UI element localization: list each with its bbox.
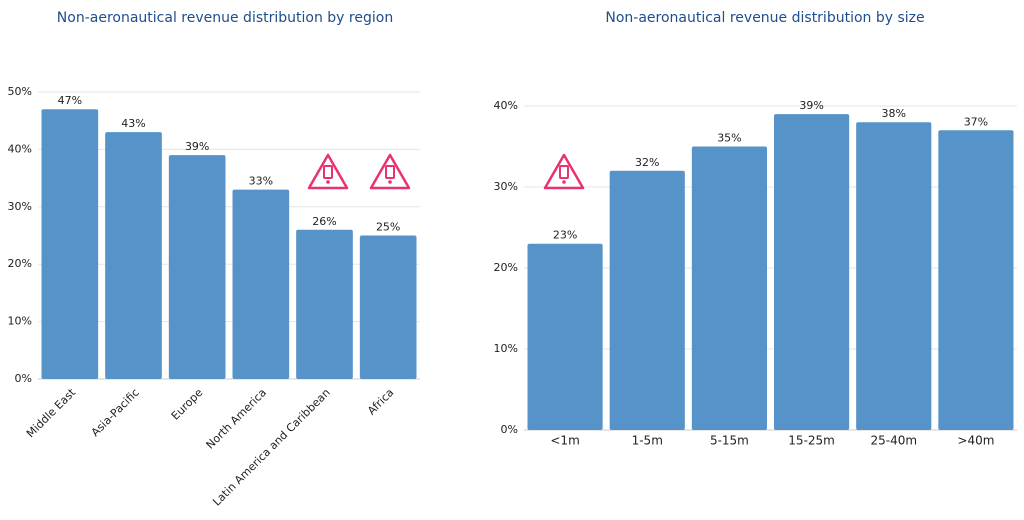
bar: [774, 114, 850, 430]
data-label: 25%: [376, 221, 400, 234]
y-tick-label: 10%: [8, 315, 32, 328]
y-tick-label: 40%: [494, 99, 518, 112]
data-label: 23%: [553, 229, 577, 242]
y-tick-label: 30%: [494, 180, 518, 193]
x-tick-label: North America: [204, 386, 270, 452]
y-tick-label: 40%: [8, 142, 32, 155]
data-label: 33%: [249, 175, 273, 188]
x-tick-label: Asia-Pacific: [89, 386, 142, 439]
warning-icon: [543, 153, 585, 190]
y-tick-label: 10%: [494, 342, 518, 355]
warning-icon: [307, 153, 349, 190]
x-tick-label: 1-5m: [632, 434, 663, 448]
bar: [359, 235, 417, 379]
y-tick-label: 20%: [8, 257, 32, 270]
bar: [168, 155, 226, 379]
chart: Non-aeronautical revenue distribution by…: [494, 10, 1017, 448]
data-label: 47%: [58, 94, 82, 107]
chart-title: Non-aeronautical revenue distribution by…: [57, 10, 393, 26]
x-tick-label: Latin America and Caribbean: [210, 386, 333, 509]
data-label: 37%: [964, 115, 988, 128]
bar: [232, 189, 290, 379]
x-tick-label: Africa: [365, 386, 396, 417]
bar: [609, 170, 685, 431]
x-tick-label: <1m: [550, 434, 579, 448]
data-label: 26%: [312, 215, 336, 228]
x-tick-label: Middle East: [24, 386, 79, 441]
x-tick-label: 15-25m: [788, 434, 835, 448]
chart-title: Non-aeronautical revenue distribution by…: [605, 10, 924, 26]
data-label: 43%: [121, 117, 145, 130]
data-label: 35%: [717, 132, 741, 145]
y-tick-label: 50%: [8, 85, 32, 98]
data-label: 39%: [799, 99, 823, 112]
chart: Non-aeronautical revenue distribution by…: [8, 10, 420, 509]
y-tick-label: 20%: [494, 261, 518, 274]
bar: [527, 243, 603, 430]
bar: [691, 146, 767, 430]
warning-icon: [369, 153, 411, 190]
y-tick-label: 0%: [15, 372, 32, 385]
x-tick-label: 5-15m: [710, 434, 749, 448]
y-tick-label: 0%: [501, 423, 518, 436]
bar: [105, 132, 162, 379]
bar: [856, 122, 932, 430]
data-label: 32%: [635, 156, 659, 169]
x-tick-label: >40m: [957, 434, 994, 448]
data-label: 38%: [882, 107, 906, 120]
y-tick-label: 30%: [8, 200, 32, 213]
data-label: 39%: [185, 140, 209, 153]
bar: [938, 130, 1014, 431]
x-tick-label: 25-40m: [870, 434, 917, 448]
bar: [41, 109, 99, 379]
x-tick-label: Europe: [169, 386, 206, 423]
bar: [296, 229, 353, 379]
